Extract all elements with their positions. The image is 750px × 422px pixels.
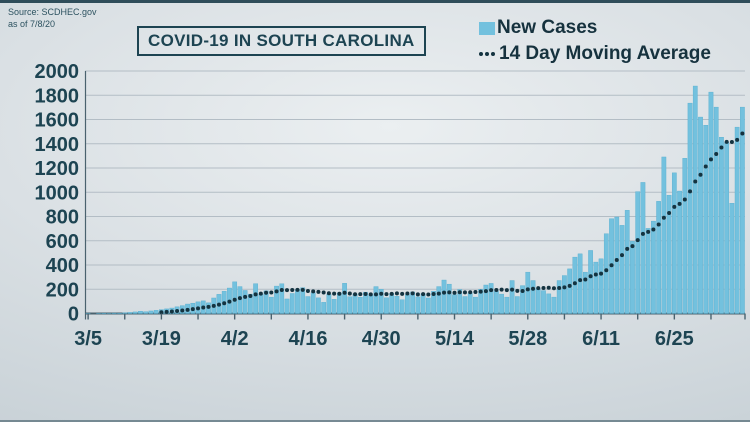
svg-text:1000: 1000 — [35, 182, 80, 204]
svg-text:3/19: 3/19 — [142, 328, 181, 350]
svg-text:200: 200 — [46, 279, 79, 301]
legend-item-new-cases: New Cases — [479, 15, 711, 41]
legend-label-moving-average: 14 Day Moving Average — [499, 43, 711, 64]
legend-item-moving-average: 14 Day Moving Average — [479, 41, 711, 67]
source-line1: Source: SCDHEC.gov — [8, 7, 97, 17]
svg-text:4/2: 4/2 — [221, 328, 249, 350]
svg-text:5/28: 5/28 — [508, 328, 547, 350]
dotted-line-icon — [479, 52, 497, 56]
chart-title: COVID-19 IN SOUTH CAROLINA — [137, 26, 426, 56]
svg-text:5/14: 5/14 — [435, 328, 475, 350]
svg-text:1200: 1200 — [35, 158, 80, 180]
legend-label-new-cases: New Cases — [497, 17, 598, 38]
legend: New Cases 14 Day Moving Average — [479, 15, 711, 67]
new-cases-swatch-icon — [479, 21, 495, 35]
source-line2: as of 7/8/20 — [8, 19, 56, 29]
svg-text:800: 800 — [46, 207, 79, 229]
svg-text:2000: 2000 — [35, 61, 80, 83]
svg-text:3/5: 3/5 — [74, 328, 102, 350]
svg-text:6/11: 6/11 — [582, 328, 620, 350]
source-attribution: Source: SCDHEC.gov as of 7/8/20 — [8, 6, 97, 30]
svg-text:1600: 1600 — [35, 110, 80, 132]
svg-text:4/16: 4/16 — [289, 328, 328, 350]
svg-text:600: 600 — [46, 231, 79, 253]
svg-text:4/30: 4/30 — [362, 328, 401, 350]
svg-text:1800: 1800 — [35, 85, 80, 107]
svg-text:6/25: 6/25 — [655, 328, 694, 350]
bottom-accent-strip — [0, 420, 750, 422]
svg-text:400: 400 — [46, 255, 79, 277]
svg-text:0: 0 — [68, 304, 79, 326]
svg-text:1400: 1400 — [35, 134, 80, 156]
top-accent-strip — [0, 0, 750, 3]
